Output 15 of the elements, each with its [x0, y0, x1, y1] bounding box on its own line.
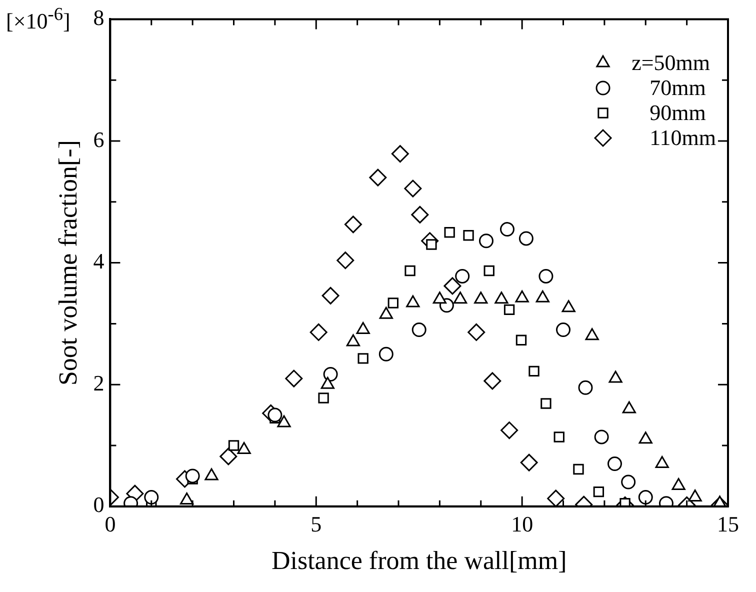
x-tick-label: 5 [310, 511, 322, 536]
y-tick-label: 4 [93, 248, 104, 274]
x-tick-label: 10 [511, 511, 534, 536]
x-axis-title: Distance from the wall[mm] [271, 546, 567, 576]
legend-label: 110mm [650, 124, 716, 150]
y-tick-label: 6 [93, 126, 104, 152]
y-tick-label: 0 [93, 492, 104, 518]
legend-label: 90mm [650, 100, 706, 126]
y-tick-label: 8 [93, 4, 104, 30]
x-tick-label: 15 [717, 511, 739, 536]
legend-label: 70mm [650, 74, 706, 100]
legend-label: z=50mm [632, 50, 710, 76]
y-axis-title: Soot volume fraction[-] [53, 140, 82, 386]
text: [×10$^{-6}$] [6, 4, 70, 34]
y-tick-label: 2 [93, 370, 104, 396]
